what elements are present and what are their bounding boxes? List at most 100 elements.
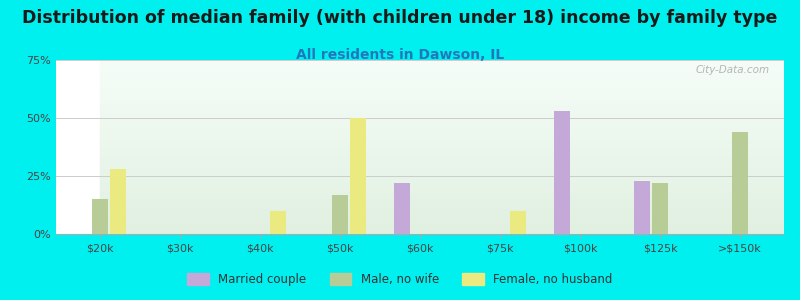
Bar bbox=[100, 65, 800, 67]
Bar bbox=[332, 195, 348, 234]
Bar bbox=[100, 169, 800, 171]
Bar bbox=[100, 187, 800, 189]
Bar bbox=[100, 151, 800, 152]
Bar bbox=[100, 98, 800, 100]
Bar bbox=[100, 197, 800, 199]
Bar bbox=[100, 77, 800, 79]
Bar bbox=[270, 211, 286, 234]
Bar bbox=[100, 224, 800, 225]
Bar bbox=[100, 194, 800, 196]
Bar bbox=[100, 145, 800, 147]
Bar bbox=[100, 185, 800, 187]
Bar bbox=[100, 64, 800, 65]
Bar bbox=[100, 152, 800, 154]
Bar bbox=[100, 182, 800, 184]
Bar bbox=[100, 147, 800, 149]
Bar bbox=[100, 135, 800, 137]
Bar bbox=[100, 166, 800, 168]
Bar bbox=[100, 184, 800, 185]
Bar bbox=[110, 169, 126, 234]
Bar bbox=[100, 178, 800, 180]
Bar bbox=[634, 181, 650, 234]
Bar bbox=[100, 142, 800, 143]
Bar bbox=[100, 210, 800, 212]
Bar bbox=[100, 212, 800, 213]
Bar bbox=[100, 189, 800, 190]
Text: City-Data.com: City-Data.com bbox=[695, 65, 770, 75]
Bar bbox=[100, 204, 800, 206]
Bar bbox=[100, 158, 800, 159]
Bar bbox=[350, 118, 366, 234]
Bar bbox=[100, 218, 800, 220]
Bar bbox=[100, 117, 800, 119]
Bar bbox=[100, 110, 800, 112]
Bar bbox=[100, 67, 800, 69]
Bar bbox=[100, 203, 800, 204]
Bar bbox=[100, 109, 800, 110]
Bar bbox=[100, 229, 800, 230]
Bar bbox=[92, 199, 108, 234]
Bar bbox=[100, 107, 800, 109]
Bar bbox=[100, 91, 800, 93]
Bar bbox=[100, 76, 800, 77]
Bar bbox=[100, 208, 800, 210]
Bar bbox=[100, 90, 800, 91]
Bar bbox=[554, 111, 570, 234]
Bar bbox=[100, 201, 800, 203]
Bar bbox=[100, 215, 800, 217]
Bar bbox=[100, 124, 800, 126]
Bar bbox=[100, 156, 800, 158]
Bar bbox=[100, 230, 800, 232]
Bar bbox=[100, 192, 800, 194]
Bar bbox=[100, 86, 800, 88]
Bar bbox=[100, 149, 800, 151]
Bar bbox=[100, 143, 800, 145]
Bar bbox=[652, 183, 668, 234]
Bar bbox=[100, 74, 800, 76]
Bar bbox=[100, 173, 800, 175]
Bar bbox=[100, 171, 800, 173]
Bar bbox=[100, 161, 800, 163]
Bar bbox=[394, 183, 410, 234]
Bar bbox=[100, 95, 800, 97]
Bar bbox=[100, 84, 800, 86]
Bar bbox=[100, 222, 800, 224]
Bar bbox=[100, 164, 800, 166]
Bar bbox=[100, 159, 800, 161]
Bar bbox=[100, 123, 800, 124]
Bar bbox=[100, 105, 800, 107]
Bar bbox=[100, 227, 800, 229]
Bar bbox=[100, 100, 800, 102]
Bar bbox=[100, 190, 800, 192]
Bar bbox=[100, 103, 800, 105]
Bar bbox=[100, 128, 800, 130]
Bar bbox=[100, 206, 800, 208]
Text: Distribution of median family (with children under 18) income by family type: Distribution of median family (with chil… bbox=[22, 9, 778, 27]
Bar bbox=[100, 136, 800, 138]
Bar bbox=[100, 168, 800, 170]
Bar bbox=[100, 126, 800, 128]
Bar bbox=[100, 213, 800, 215]
Bar bbox=[100, 60, 800, 62]
Bar bbox=[100, 82, 800, 84]
Bar bbox=[100, 112, 800, 114]
Bar bbox=[100, 140, 800, 142]
Bar bbox=[100, 116, 800, 117]
Bar bbox=[732, 132, 748, 234]
Bar bbox=[100, 163, 800, 164]
Text: All residents in Dawson, IL: All residents in Dawson, IL bbox=[296, 48, 504, 62]
Bar bbox=[100, 81, 800, 82]
Bar bbox=[100, 217, 800, 218]
Bar bbox=[100, 70, 800, 72]
Bar bbox=[100, 196, 800, 197]
Bar bbox=[100, 72, 800, 74]
Bar bbox=[100, 220, 800, 222]
Legend: Married couple, Male, no wife, Female, no husband: Married couple, Male, no wife, Female, n… bbox=[182, 268, 618, 291]
Bar bbox=[100, 102, 800, 103]
Bar bbox=[100, 175, 800, 177]
Bar bbox=[100, 138, 800, 140]
Bar bbox=[100, 79, 800, 81]
Bar bbox=[100, 62, 800, 64]
Bar bbox=[100, 133, 800, 135]
Bar bbox=[100, 121, 800, 123]
